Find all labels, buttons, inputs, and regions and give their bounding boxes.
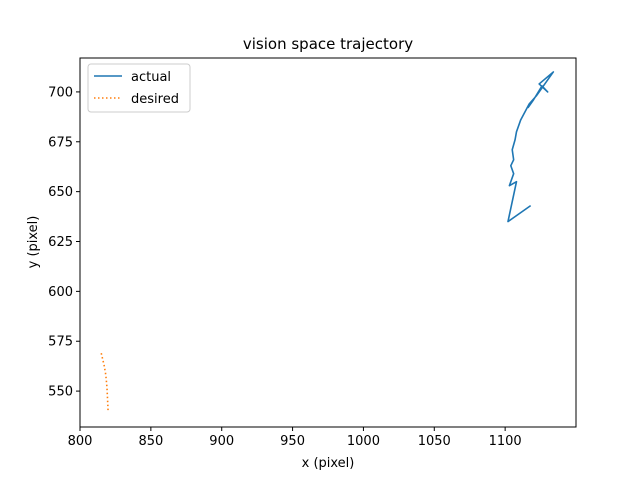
y-tick-label: 650 bbox=[48, 185, 73, 200]
y-tick-label: 675 bbox=[48, 135, 73, 150]
y-tick-label: 600 bbox=[48, 285, 73, 300]
x-tick-label: 1000 bbox=[347, 434, 380, 449]
series-line-actual bbox=[507, 71, 555, 223]
y-tick-label: 575 bbox=[48, 335, 73, 350]
x-axis: 800 850 900 950 1000 1050 1100 bbox=[68, 427, 522, 449]
y-tick-label: 550 bbox=[48, 385, 73, 400]
legend: actual desired bbox=[87, 63, 191, 113]
y-tick-label: 700 bbox=[48, 85, 73, 100]
legend-label-actual: actual bbox=[131, 70, 171, 85]
x-tick-label: 850 bbox=[138, 434, 163, 449]
x-tick-label: 1100 bbox=[489, 434, 522, 449]
y-axis-label: y (pixel) bbox=[26, 216, 41, 269]
x-tick-label: 950 bbox=[280, 434, 305, 449]
axes-frame bbox=[79, 57, 577, 428]
x-tick-label: 900 bbox=[209, 434, 234, 449]
x-axis-label: x (pixel) bbox=[302, 456, 355, 471]
series-line-desired bbox=[100, 353, 109, 412]
chart-title: vision space trajectory bbox=[243, 35, 413, 53]
legend-label-desired: desired bbox=[131, 92, 179, 107]
x-tick-label: 800 bbox=[68, 434, 93, 449]
x-tick-label: 1050 bbox=[418, 434, 451, 449]
y-axis: 550 575 600 625 650 675 700 bbox=[48, 85, 80, 400]
y-tick-label: 625 bbox=[48, 235, 73, 250]
plot-area bbox=[100, 71, 555, 412]
